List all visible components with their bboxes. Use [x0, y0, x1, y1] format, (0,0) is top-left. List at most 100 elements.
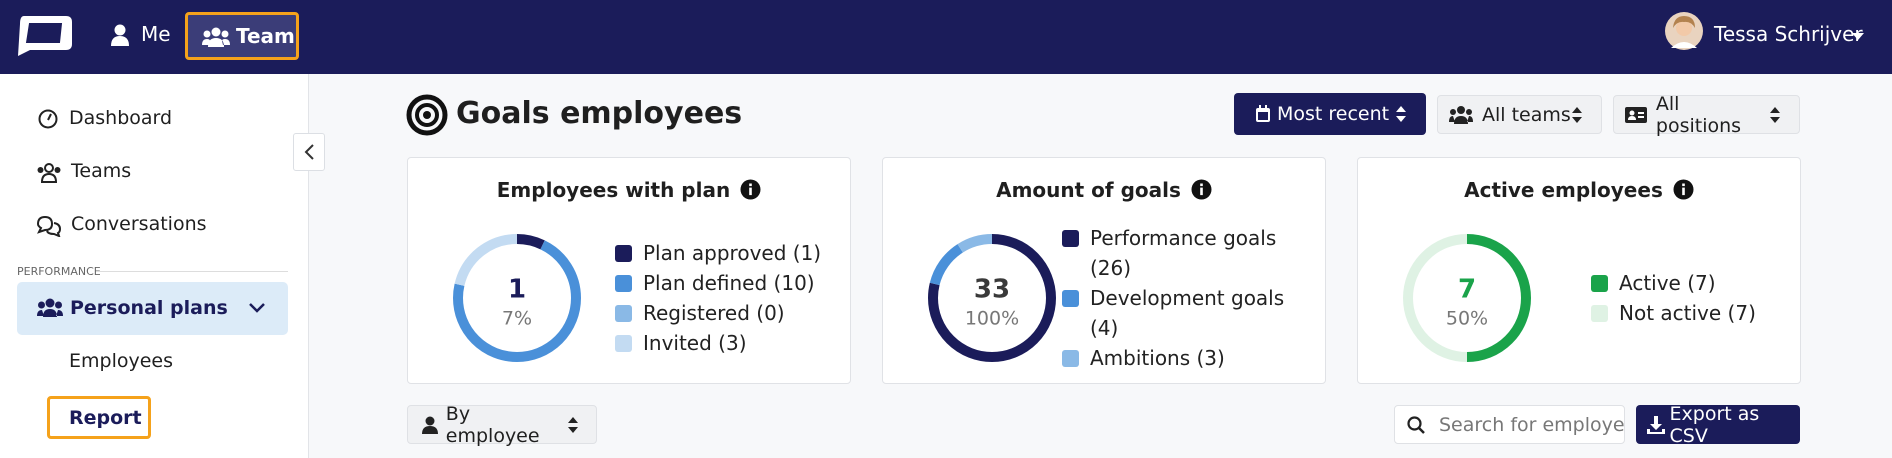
nav-teams[interactable]: Teams	[71, 160, 132, 182]
report-label: Report	[69, 407, 142, 429]
legend-swatch	[615, 275, 632, 292]
chart-title: Employees with plan	[408, 178, 850, 202]
donut: 33 100%	[928, 234, 1056, 362]
teams-icon	[37, 163, 61, 183]
nav-report[interactable]: Report	[47, 396, 151, 439]
legend-label: Plan defined (10)	[643, 271, 815, 295]
legend-item: Invited (3)	[615, 328, 845, 358]
info-bar	[1200, 187, 1203, 196]
nav-me[interactable]: Me	[141, 22, 171, 46]
legend-label: Ambitions (3)	[1090, 346, 1225, 370]
chevron-left	[304, 144, 314, 160]
nav-dashboard[interactable]: Dashboard	[69, 107, 173, 129]
legend-label: Development goals (4)	[1090, 286, 1285, 340]
chart-title: Amount of goals	[883, 178, 1325, 202]
team-icon	[202, 27, 230, 47]
sort-icon	[1396, 106, 1406, 122]
user-name[interactable]: Tessa Schrijver	[1714, 22, 1863, 46]
chart-title-text: Active employees	[1464, 178, 1663, 202]
donut-segment	[453, 234, 581, 362]
legend-item: Plan defined (10)	[615, 268, 845, 298]
info-bar	[749, 187, 753, 196]
legend-item: Development goals (4)	[1062, 283, 1312, 343]
chart-card: Active employees 7 50% Active (7) Not active…	[1357, 157, 1801, 384]
legend-swatch	[1062, 350, 1079, 367]
center-value: 33	[974, 275, 1010, 305]
legend-item: Plan approved (1)	[615, 238, 845, 268]
collapse-button[interactable]	[293, 133, 325, 171]
legend-swatch	[1062, 290, 1079, 307]
avatar[interactable]	[1665, 12, 1703, 50]
legend: Performance goals (26) Development goals …	[1062, 223, 1312, 373]
chart-card: Employees with plan 1 7% Plan approved (1) P…	[407, 157, 851, 384]
nav-employees[interactable]: Employees	[69, 350, 173, 372]
personal-plans-group[interactable]: Personal plans	[17, 282, 288, 335]
legend-swatch	[615, 335, 632, 352]
download-icon	[1647, 415, 1665, 434]
filter-label: All teams	[1482, 103, 1571, 126]
export-button[interactable]: Export as CSV	[1636, 402, 1800, 447]
info-icon	[1191, 179, 1212, 200]
sort-icon	[1572, 106, 1582, 123]
donut-segment	[1403, 234, 1531, 362]
sidebar: Dashboard Teams Conversations PERFORMANC…	[0, 74, 309, 458]
info-bar	[1682, 187, 1685, 196]
legend-item: Active (7)	[1591, 268, 1791, 298]
logo[interactable]	[16, 14, 74, 56]
legend-label: Registered (0)	[643, 301, 785, 325]
search-input[interactable]: Search for employee	[1394, 405, 1625, 444]
sort-icon	[1770, 106, 1781, 123]
donut: 750%	[1403, 234, 1531, 362]
top-nav: Me Team Tessa Schrijver	[0, 0, 1892, 74]
info-icon	[1673, 179, 1694, 200]
legend: Plan approved (1) Plan defined (10) Regist…	[615, 238, 845, 358]
filter-teams[interactable]: All teams	[1437, 95, 1602, 134]
legend-item: Registered (0)	[615, 298, 845, 328]
user-caret	[1852, 33, 1864, 40]
legend-swatch	[1591, 305, 1608, 322]
dashboard-icon	[38, 109, 58, 129]
center-percent: 7%	[502, 308, 532, 330]
chart-title-text: Employees with plan	[496, 178, 731, 202]
legend-swatch	[1591, 275, 1608, 292]
legend: Active (7) Not active (7)	[1591, 268, 1791, 328]
nav-conversations[interactable]: Conversations	[71, 213, 207, 235]
group-icon	[37, 298, 63, 317]
section-label: PERFORMANCE	[17, 265, 101, 278]
filter-period[interactable]: Most recent	[1234, 93, 1426, 135]
divider	[96, 271, 288, 272]
page-title: Goals employees	[456, 96, 743, 131]
legend-swatch	[615, 305, 632, 322]
calendar-icon	[1256, 105, 1270, 122]
donut-segment	[453, 234, 581, 362]
person-icon	[422, 416, 438, 434]
conversations-icon	[36, 215, 62, 237]
info-dot	[749, 183, 753, 187]
donut-segment	[928, 234, 1056, 362]
legend-label: Plan approved (1)	[643, 241, 822, 265]
info-dot	[1200, 183, 1203, 187]
me-icon	[111, 24, 129, 46]
chart-card: Amount of goals 33 100% Performance goals (…	[882, 157, 1326, 384]
legend-label: Invited (3)	[643, 331, 747, 355]
export-label: Export as CSV	[1669, 402, 1760, 447]
teams-icon	[1449, 105, 1473, 124]
donut: 17%	[453, 234, 581, 362]
center-value: 7	[1458, 275, 1476, 305]
group-by-select[interactable]: By employee	[407, 402, 597, 447]
legend-label: Active (7)	[1619, 271, 1716, 295]
legend-swatch	[615, 245, 632, 262]
search-icon	[1407, 415, 1425, 434]
filter-positions[interactable]: All positions	[1613, 92, 1800, 137]
chart-title: Active employees	[1358, 178, 1800, 202]
nav-team-button[interactable]: Team	[185, 12, 299, 60]
group-by-label: By employee	[445, 402, 540, 447]
legend-label: Not active (7)	[1619, 301, 1756, 325]
chevron-down	[249, 303, 265, 313]
search-placeholder: Search for employee	[1439, 413, 1625, 436]
legend-item: Ambitions (3)	[1062, 343, 1312, 373]
legend-label: Performance goals (26)	[1090, 226, 1277, 280]
info-icon	[740, 179, 761, 200]
filter-label: All positions	[1655, 92, 1742, 137]
